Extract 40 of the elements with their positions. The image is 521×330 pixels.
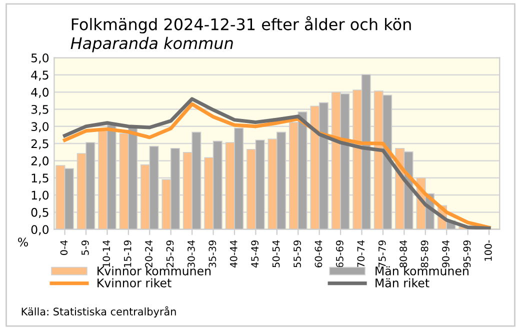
- y-tick-label: 4,0: [31, 88, 49, 98]
- y-tick-label: 2,5: [31, 139, 48, 150]
- x-tick-label: 70-74: [357, 240, 365, 268]
- x-tick-label: 25-29: [166, 240, 174, 268]
- x-tick-label: 85-89: [420, 240, 428, 268]
- y-tick-label: 2,0: [31, 156, 49, 167]
- x-tick-label: 60-64: [314, 240, 322, 268]
- x-tick-label: 95-99: [463, 240, 471, 268]
- legend-label: Män kommunen: [376, 266, 468, 276]
- y-tick-label: 5,0: [31, 53, 49, 64]
- x-tick-label: 10-14: [102, 240, 110, 267]
- x-tick-label: 55-59: [294, 240, 301, 268]
- legend-label: Män riket: [376, 278, 430, 288]
- x-tick-label: 90-94: [442, 240, 450, 268]
- x-tick-label: 15-19: [124, 240, 132, 267]
- legend-label: Kvinnor riket: [98, 278, 172, 288]
- y-tick-label: 1,5: [32, 174, 48, 184]
- x-tick-label: 30-34: [188, 240, 195, 268]
- chart-title: Folkmängd 2024-12-31 efter ålder och kön: [72, 16, 411, 34]
- y-axis-title: %: [18, 238, 28, 247]
- x-tick-label: 50-54: [272, 240, 280, 268]
- text: Källa: Statistiska centralbyrån: [22, 306, 176, 318]
- x-tick-label: 45-49: [251, 240, 259, 268]
- y-tick-label: 3,5: [31, 104, 48, 116]
- x-tick-label: 80-84: [400, 240, 408, 268]
- x-tick-label: 20-24: [145, 240, 152, 268]
- legend-label: Kvinnor kommunen: [98, 266, 211, 276]
- y-tick-label: 0,0: [31, 225, 49, 236]
- y-tick-label: 3,0: [31, 122, 49, 132]
- x-tick-label: 75-79: [378, 240, 386, 268]
- chart-subtitle: Haparanda kommun: [70, 36, 233, 52]
- x-tick-label: 65-69: [336, 240, 344, 268]
- x-tick-label: 100-: [484, 240, 492, 261]
- x-tick-label: 0-4: [60, 240, 68, 256]
- x-tick-label: 5-9: [81, 240, 89, 255]
- y-tick-label: 0,5: [31, 208, 48, 218]
- x-tick-label: 35-39: [208, 240, 216, 268]
- x-tick-label: 40-44: [230, 240, 238, 268]
- y-tick-label: 4,5: [31, 70, 48, 81]
- y-tick-label: 1,0: [32, 190, 49, 201]
